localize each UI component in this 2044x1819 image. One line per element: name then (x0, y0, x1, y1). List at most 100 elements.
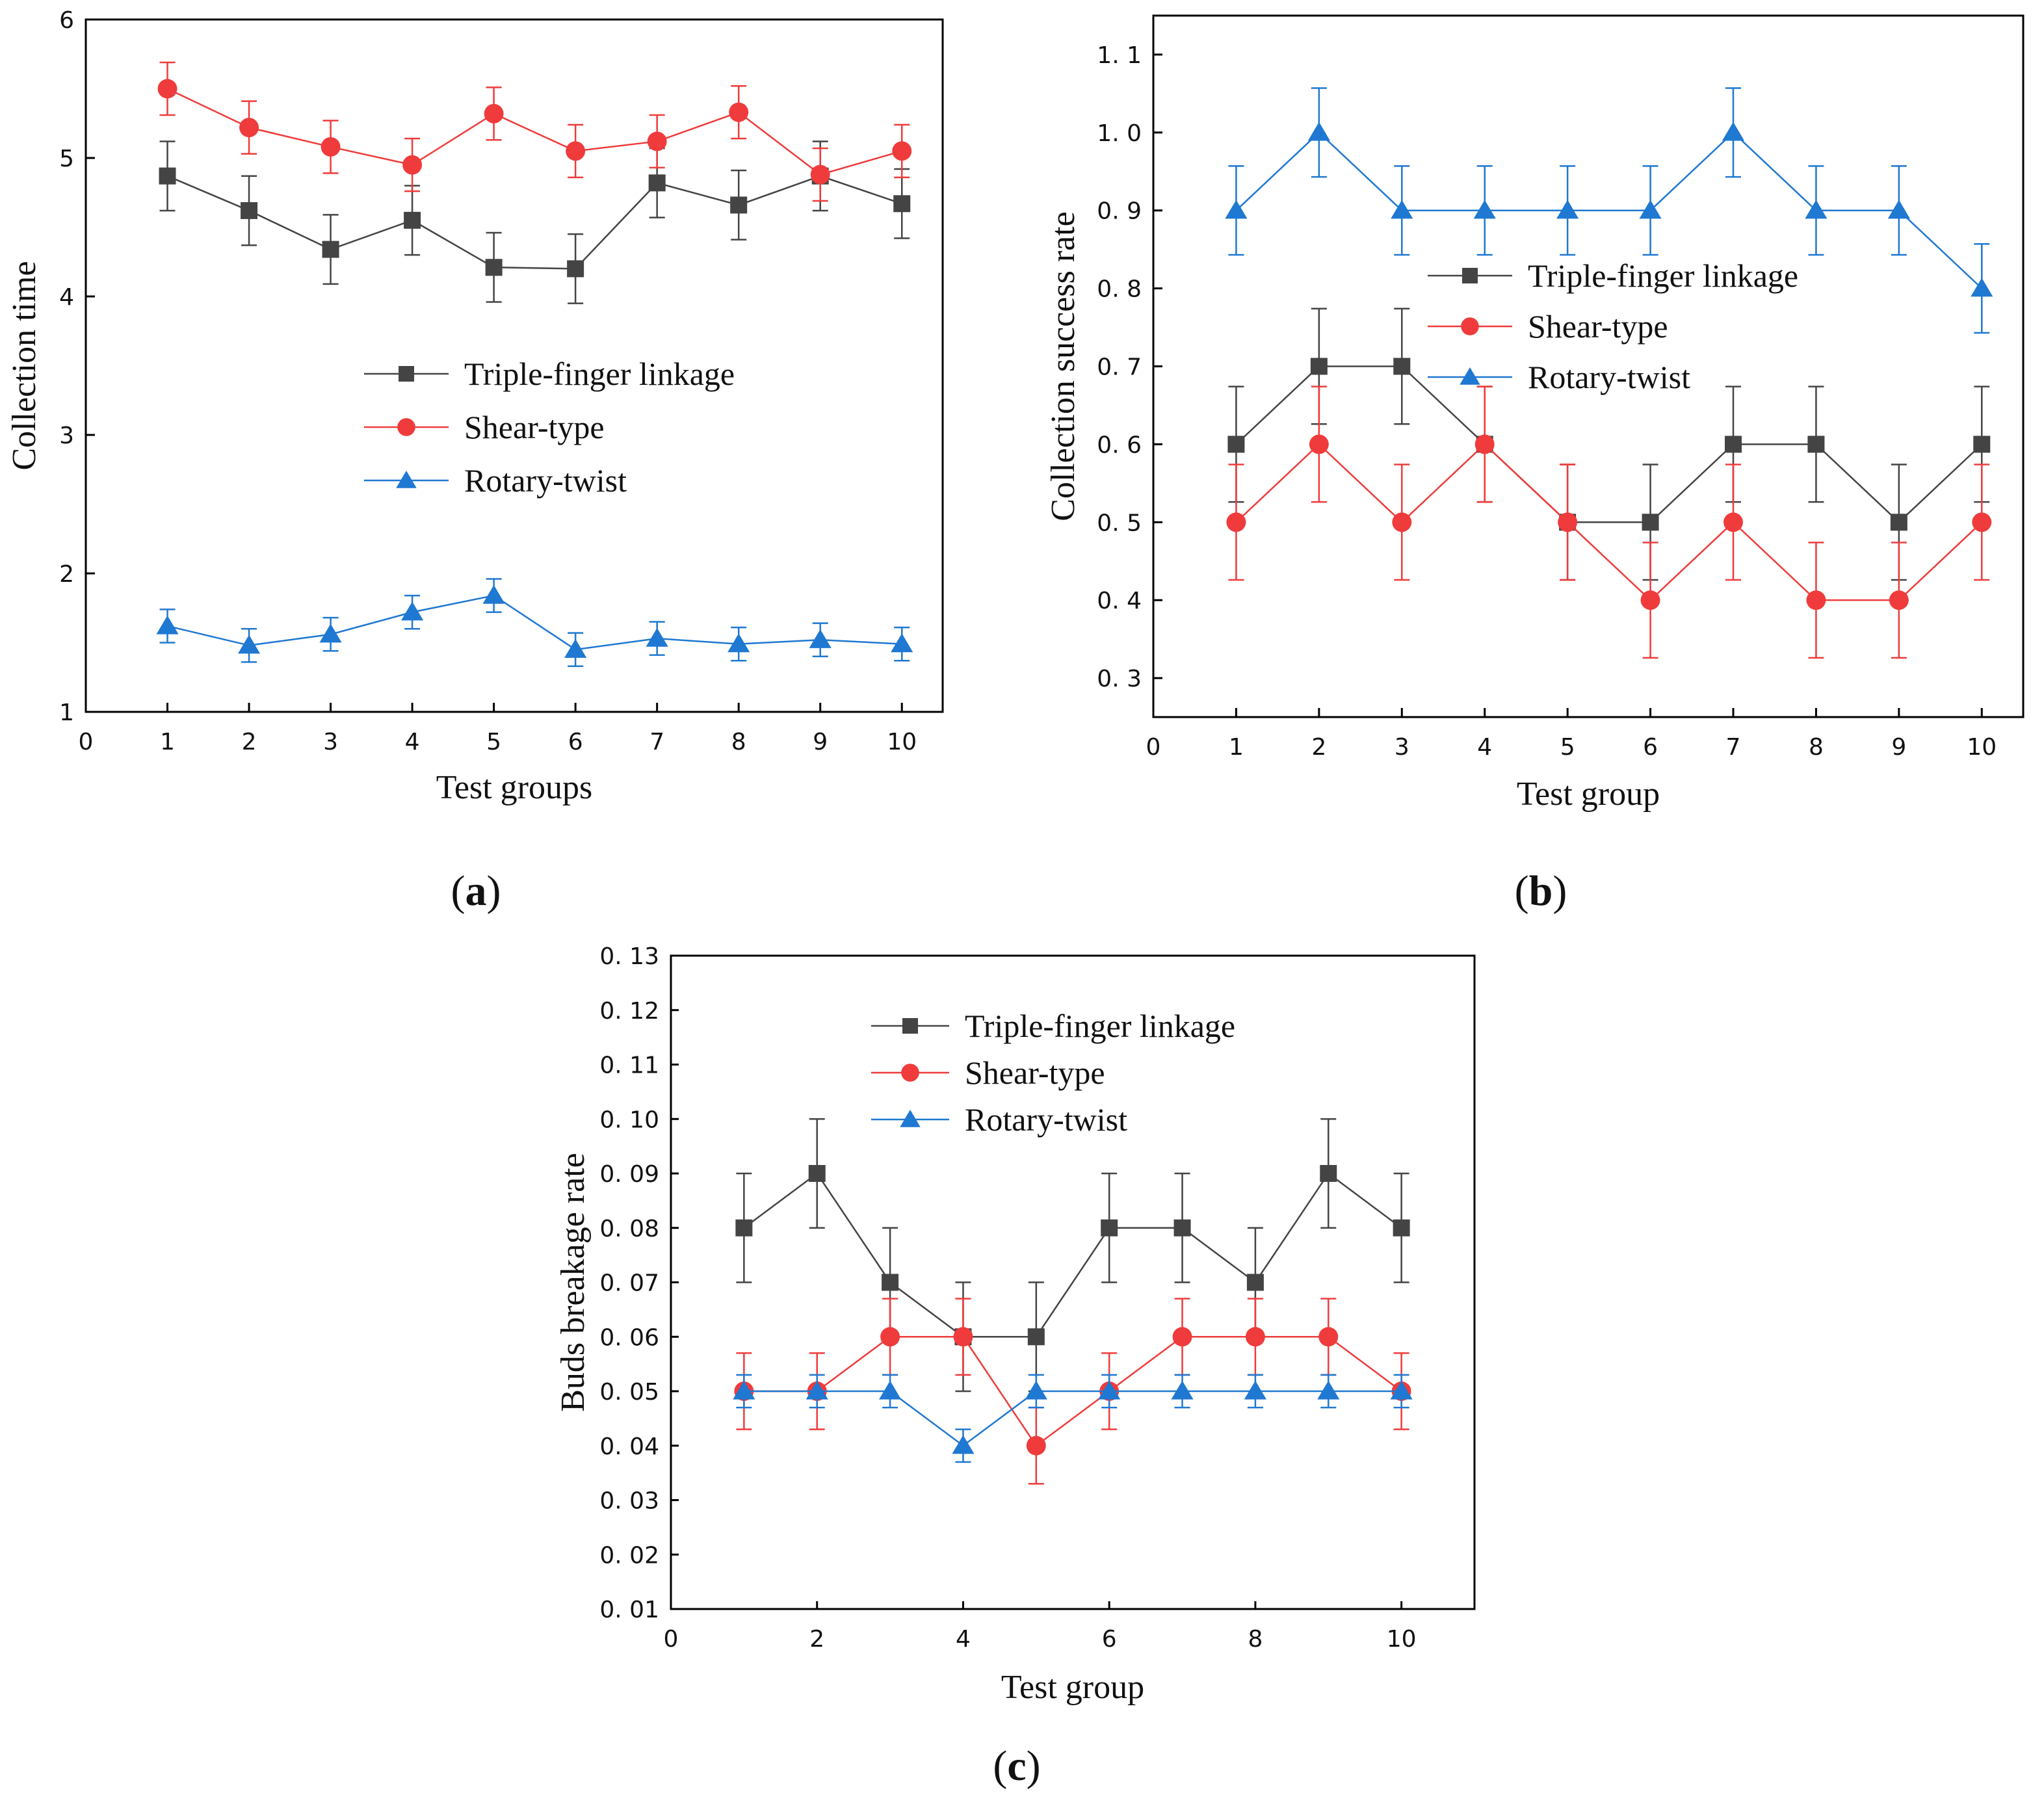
data-point (1890, 514, 1907, 531)
series-triple (1227, 308, 1991, 581)
chart-panel-b: 0 1 2 3 4 5 6 7 8 9 10 0. 3 0. 4 0. 5 0. 6 0. 7 0. 8 0. 9… (1045, 14, 2024, 915)
legend-label: Triple-finger linkage (965, 1008, 1235, 1044)
data-point (809, 629, 832, 648)
x-tick-label: 8 (1248, 1626, 1263, 1653)
legend-label: Triple-finger linkage (464, 356, 735, 392)
x-axis-title: Test group (1001, 1669, 1144, 1706)
data-point (1393, 358, 1411, 375)
x-tick-label: 8 (731, 729, 746, 755)
data-point (319, 623, 342, 643)
data-point (1227, 436, 1245, 453)
y-axis-title: Collection success rate (1045, 211, 1082, 521)
legend-marker (1461, 317, 1479, 335)
legend-label: Triple-finger linkage (1528, 257, 1798, 294)
legend-item-triple: Triple-finger linkage (871, 1008, 1235, 1044)
x-tick-label: 8 (1809, 734, 1824, 761)
x-tick-label: 3 (1395, 734, 1409, 761)
data-point (1172, 1327, 1192, 1347)
data-point (1972, 512, 1992, 532)
data-point (880, 1327, 900, 1347)
data-point (241, 202, 258, 219)
data-point (810, 164, 830, 185)
data-point (647, 131, 667, 151)
legend-item-rotary: Rotary-twist (364, 462, 627, 499)
y-tick-label: 1 (59, 700, 74, 726)
panel-label: (b) (1515, 867, 1567, 915)
legend-marker (901, 1064, 919, 1082)
data-point (730, 196, 748, 214)
data-point (485, 259, 503, 276)
x-tick-label: 1 (1229, 734, 1244, 761)
data-point (646, 627, 668, 647)
series-rotary (156, 578, 913, 667)
legend-item-rotary: Rotary-twist (871, 1101, 1127, 1138)
x-tick-label: 5 (1560, 734, 1575, 761)
chart-panel-c: 0 2 4 6 8 10 0. 01 0. 02 0. 03 0. 04 0. 05 0. 06 0. … (555, 943, 1476, 1790)
legend: Triple-finger linkage Shear-type Rotary-tw… (364, 356, 735, 499)
y-tick-label: 0. 11 (599, 1053, 659, 1079)
series-line (167, 594, 902, 651)
x-tick-label: 6 (1643, 734, 1658, 761)
x-tick-label: 5 (486, 729, 501, 755)
data-point (1640, 590, 1660, 610)
data-point (1173, 1219, 1191, 1237)
data-point (157, 79, 177, 99)
data-point (648, 174, 666, 192)
series-line (744, 1390, 1402, 1447)
legend-marker (900, 1110, 921, 1127)
legend-item-triple: Triple-finger linkage (1428, 257, 1798, 294)
legend-label: Rotary-twist (965, 1101, 1127, 1138)
data-point (808, 1165, 826, 1182)
data-point (729, 102, 749, 122)
y-tick-label: 0. 6 (1097, 432, 1142, 458)
legend-label: Shear-type (965, 1054, 1105, 1091)
x-tick-label: 2 (242, 729, 257, 755)
legend-label: Rotary-twist (464, 462, 627, 499)
y-tick-label: 0. 03 (599, 1488, 659, 1515)
legend-marker (397, 418, 415, 436)
data-point (1474, 434, 1495, 454)
x-tick-label: 4 (956, 1626, 971, 1653)
data-point (566, 141, 586, 161)
y-tick-label: 0. 07 (599, 1270, 659, 1297)
x-tick-label: 9 (813, 729, 828, 755)
data-point (1805, 200, 1828, 219)
data-point (322, 241, 339, 258)
panel-label: (c) (993, 1742, 1040, 1790)
data-point (1806, 590, 1826, 610)
data-point (1318, 1327, 1339, 1347)
y-tick-label: 3 (59, 423, 74, 449)
data-point (401, 601, 424, 621)
series-line (166, 88, 902, 176)
data-point (882, 1274, 899, 1291)
x-tick-label: 7 (649, 729, 664, 755)
data-point (567, 260, 584, 278)
y-tick-label: 1. 0 (1097, 120, 1142, 147)
legend-marker (399, 366, 414, 382)
data-point (1027, 1328, 1045, 1346)
series-line (1235, 365, 1983, 523)
data-point (484, 103, 504, 124)
series-shear (157, 61, 912, 202)
data-point (1889, 590, 1909, 610)
data-point (1309, 434, 1329, 454)
legend-item-rotary: Rotary-twist (1428, 359, 1690, 395)
series-line (743, 1172, 1402, 1338)
legend: Triple-finger linkage Shear-type Rotary-tw… (871, 1008, 1235, 1138)
data-point (1473, 200, 1496, 219)
y-tick-label: 6 (59, 7, 74, 34)
legend-marker (902, 1018, 918, 1034)
y-tick-label: 4 (59, 284, 74, 311)
data-point (892, 141, 912, 161)
data-point (321, 137, 341, 157)
plot-frame (670, 954, 1476, 1610)
series-rotary (1225, 87, 1993, 334)
x-tick-label: 10 (1967, 734, 1997, 761)
data-point (1026, 1435, 1046, 1456)
legend-label: Shear-type (1528, 308, 1668, 345)
y-tick-label: 0. 01 (599, 1597, 659, 1623)
data-point (1101, 1219, 1118, 1237)
data-point (727, 633, 750, 653)
